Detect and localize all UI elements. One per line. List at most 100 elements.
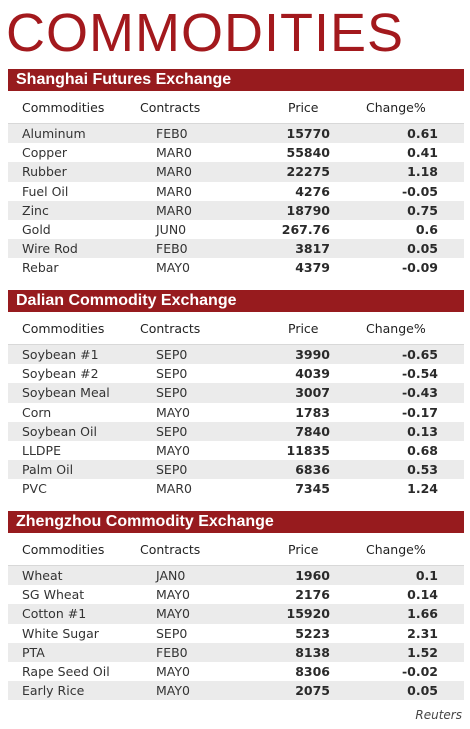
table-body: Soybean #1 SEP0 3990 -0.65 Soybean #2 SEP0 403… <box>8 345 464 499</box>
section-dalian: Dalian Commodity Exchange Commodities Co… <box>8 290 464 499</box>
cell-price: 3817 <box>295 241 330 257</box>
table-row: White Sugar SEP0 5223 2.31 <box>8 623 464 643</box>
table-row: Copper MAR0 55840 0.41 <box>8 143 464 163</box>
cell-commodity: Early Rice <box>22 683 85 699</box>
cell-price: 55840 <box>286 145 331 161</box>
cell-contract: FEB0 <box>156 241 188 257</box>
table-row: Corn MAY0 1783 -0.17 <box>8 402 464 422</box>
cell-commodity: Cotton #1 <box>22 606 87 622</box>
column-header-change: Change% <box>366 320 426 336</box>
column-header-change: Change% <box>366 99 426 115</box>
cell-change: 0.75 <box>407 202 438 218</box>
cell-contract: MAR0 <box>156 164 192 180</box>
cell-commodity: Rubber <box>22 164 67 180</box>
cell-change: 0.1 <box>415 568 438 584</box>
cell-change: -0.02 <box>401 664 438 680</box>
cell-price: 6836 <box>295 462 330 478</box>
cell-change: 0.6 <box>415 222 438 238</box>
cell-price: 2075 <box>295 683 330 699</box>
table-row: PVC MAR0 7345 1.24 <box>8 479 464 499</box>
column-header-row: Commodities Contracts Price Change% <box>8 533 464 566</box>
cell-price: 4276 <box>295 183 330 199</box>
table-body: Aluminum FEB0 15770 0.61 Copper MAR0 55840 0.41… <box>8 124 464 278</box>
cell-price: 7840 <box>295 423 330 439</box>
cell-contract: MAY0 <box>156 260 190 276</box>
table-row: Fuel Oil MAR0 4276 -0.05 <box>8 181 464 201</box>
section-title: Shanghai Futures Exchange <box>8 69 464 91</box>
cell-price: 22275 <box>286 164 331 180</box>
cell-contract: MAR0 <box>156 202 192 218</box>
table-row: Rubber MAR0 22275 1.18 <box>8 162 464 182</box>
table-row: Aluminum FEB0 15770 0.61 <box>8 124 464 144</box>
cell-price: 3007 <box>295 385 330 401</box>
cell-contract: JUN0 <box>156 222 187 238</box>
cell-commodity: Fuel Oil <box>22 183 69 199</box>
cell-price: 5223 <box>295 625 330 641</box>
table-row: Wheat JAN0 1960 0.1 <box>8 566 464 586</box>
cell-price: 15920 <box>286 606 331 622</box>
table-row: Soybean Meal SEP0 3007 -0.43 <box>8 383 464 403</box>
cell-price: 4039 <box>295 366 330 382</box>
table-body: Wheat JAN0 1960 0.1 SG Wheat MAY0 2176 0.14 Cott… <box>8 566 464 701</box>
cell-change: -0.65 <box>401 347 438 363</box>
cell-commodity: SG Wheat <box>22 587 85 603</box>
column-header-price: Price <box>288 99 319 115</box>
cell-change: 1.66 <box>407 606 438 622</box>
cell-commodity: PTA <box>22 644 45 660</box>
cell-commodity: LLDPE <box>22 443 61 459</box>
cell-change: 0.05 <box>407 241 438 257</box>
column-header-price: Price <box>288 320 319 336</box>
cell-commodity: PVC <box>22 481 47 497</box>
cell-commodity: Soybean Meal <box>22 385 110 401</box>
cell-contract: MAR0 <box>156 145 192 161</box>
cell-price: 3990 <box>295 347 330 363</box>
cell-contract: MAR0 <box>156 481 192 497</box>
cell-commodity: Rape Seed Oil <box>22 664 110 680</box>
cell-commodity: Aluminum <box>22 126 86 142</box>
cell-contract: SEP0 <box>156 385 188 401</box>
cell-price: 15770 <box>286 126 331 142</box>
table-row: Early Rice MAY0 2075 0.05 <box>8 681 464 701</box>
cell-contract: SEP0 <box>156 423 188 439</box>
cell-price: 1960 <box>295 568 330 584</box>
cell-contract: FEB0 <box>156 126 188 142</box>
cell-change: -0.05 <box>401 183 438 199</box>
cell-price: 8138 <box>295 644 330 660</box>
table-row: Gold JUN0 267.76 0.6 <box>8 219 464 240</box>
source-credit: Reuters <box>415 708 462 722</box>
cell-change: -0.17 <box>401 404 438 420</box>
column-header-change: Change% <box>366 541 426 557</box>
cell-price: 11835 <box>286 443 331 459</box>
cell-change: 1.24 <box>407 481 438 497</box>
cell-contract: MAY0 <box>156 606 190 622</box>
column-header-row: Commodities Contracts Price Change% <box>8 91 464 124</box>
section-title: Zhengzhou Commodity Exchange <box>8 511 464 533</box>
table-row: Cotton #1 MAY0 15920 1.66 <box>8 604 464 624</box>
cell-commodity: Palm Oil <box>22 462 74 478</box>
table-row: Wire Rod FEB0 3817 0.05 <box>8 239 464 259</box>
cell-price: 267.76 <box>281 222 330 238</box>
cell-contract: MAY0 <box>156 683 190 699</box>
cell-change: 0.14 <box>407 587 438 603</box>
table-row: Palm Oil SEP0 6836 0.53 <box>8 460 464 480</box>
cell-change: 0.13 <box>407 423 438 439</box>
table-row: Soybean #1 SEP0 3990 -0.65 <box>8 345 464 365</box>
cell-contract: MAY0 <box>156 404 190 420</box>
cell-contract: FEB0 <box>156 644 188 660</box>
cell-commodity: Wheat <box>22 568 63 584</box>
section-title: Dalian Commodity Exchange <box>8 290 464 312</box>
cell-commodity: Rebar <box>22 260 59 276</box>
column-header-row: Commodities Contracts Price Change% <box>8 312 464 345</box>
cell-contract: SEP0 <box>156 462 188 478</box>
cell-change: 1.52 <box>407 644 438 660</box>
cell-change: 2.31 <box>407 625 438 641</box>
column-header-contracts: Contracts <box>140 541 201 557</box>
cell-commodity: Soybean #1 <box>22 347 99 363</box>
cell-commodity: Copper <box>22 145 68 161</box>
cell-price: 1783 <box>295 404 330 420</box>
cell-commodity: Gold <box>22 222 51 238</box>
cell-price: 18790 <box>286 202 331 218</box>
column-header-price: Price <box>288 541 319 557</box>
column-header-commodities: Commodities <box>22 541 105 557</box>
cell-price: 4379 <box>295 260 330 276</box>
